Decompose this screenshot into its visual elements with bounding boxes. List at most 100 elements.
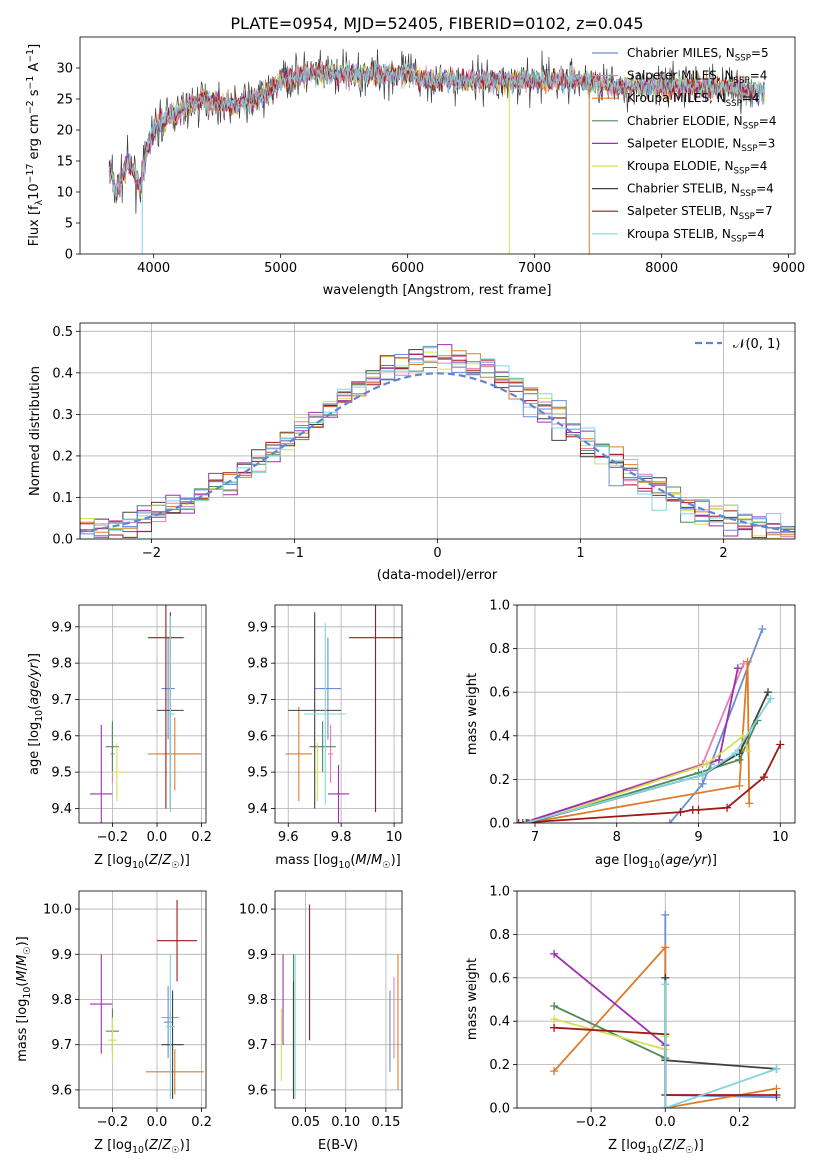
weight-vs-age-xlabel: age [log10(age/yr)]	[595, 853, 717, 871]
weight-vs-Z-marker	[661, 1104, 670, 1108]
weight-vs-Z-marker	[661, 943, 670, 952]
weight-vs-age-marker	[731, 749, 740, 758]
mass-vs-Z-ytick-label: 9.6	[51, 1083, 72, 1098]
normal-legend-label: 𝒩(0, 1)	[733, 337, 780, 352]
weight-vs-age-frame	[516, 604, 796, 824]
histogram-series-8	[80, 357, 795, 539]
legend-entry-4: Salpeter ELODIE, NSSP=3	[627, 136, 775, 154]
weight-vs-Z-marker	[661, 980, 670, 989]
weight-vs-age-marker	[676, 808, 685, 817]
mass-vs-Z-xtick-label: 0.2	[191, 1115, 212, 1130]
mass-vs-ebv-ytick-label: 9.7	[247, 1038, 268, 1053]
age-vs-Z-ylabel: age [log10(age/yr)]	[27, 653, 45, 775]
weight-vs-Z-marker	[550, 949, 559, 958]
weight-vs-age-marker	[723, 803, 732, 812]
weight-vs-age-marker	[743, 747, 752, 756]
spectrum-ytick-label: 10	[56, 186, 73, 201]
age-vs-Z-ytick-label: 9.5	[51, 766, 72, 781]
spectrum-frame	[79, 36, 796, 255]
residuals-ytick-label: 0.0	[52, 533, 73, 548]
weight-vs-Z-line-4	[553, 1018, 667, 1051]
mass-vs-Z-ylabel: mass [log10(M/M☉)]	[15, 936, 33, 1062]
residuals-ytick-label: 0.3	[52, 408, 73, 423]
weight-vs-age-marker	[521, 819, 530, 823]
age-vs-mass-xtick-label: 9.8	[331, 830, 352, 845]
legend-entry-3: Chabrier ELODIE, NSSP=4	[627, 114, 776, 132]
spectrum-xtick-label: 5000	[264, 261, 297, 276]
mass-vs-Z-xlabel: Z [log10(Z/Z☉)]	[94, 1138, 190, 1156]
spectrum-ytick-label: 5	[65, 217, 73, 232]
age-vs-mass-axes: 9.6 9.8 10 9.4 9.5 9.6 9.7 9.8 9.9	[247, 605, 402, 845]
weight-vs-age-marker	[733, 664, 742, 673]
spectrum-ytick-label: 15	[56, 155, 73, 170]
weight-vs-Z-marker	[550, 1067, 559, 1076]
weight-vs-age-line-2	[526, 661, 751, 823]
age-vs-mass-frame	[274, 604, 403, 824]
residuals-frame	[79, 322, 796, 540]
weight-vs-Z-marker	[772, 1064, 781, 1073]
spectrum-series-8	[108, 63, 765, 198]
mass-vs-ebv-xtick-label: 0.15	[371, 1115, 400, 1130]
spectrum-ytick-label: 20	[56, 124, 73, 139]
weight-vs-age-ytick-label: 0.6	[489, 686, 510, 701]
weight-vs-age-marker	[517, 819, 523, 823]
weight-vs-age-marker	[698, 779, 707, 788]
histogram-series-0	[80, 345, 795, 539]
mass-vs-Z-frame	[78, 890, 207, 1109]
mass-vs-ebv-points	[280, 904, 399, 1099]
legend-entry-2: Kroupa MILES, NSSP=4	[627, 91, 760, 109]
weight-vs-age-line-8	[524, 698, 772, 823]
weight-vs-age-marker	[715, 755, 723, 764]
age-vs-mass-points	[285, 605, 402, 823]
age-vs-mass-ytick-label: 9.4	[247, 802, 268, 817]
age-vs-mass-ytick-label: 9.9	[247, 620, 268, 635]
weight-vs-age-line-5	[530, 734, 749, 823]
residuals-xtick-label: 1	[576, 546, 584, 561]
weight-vs-age-marker	[698, 771, 707, 779]
weight-vs-age-ytick-label: 0.8	[489, 642, 510, 657]
mass-vs-Z-xtick-label: 0.0	[147, 1115, 168, 1130]
mass-vs-ebv-axes: 0.05 0.10 0.15 9.6 9.7 9.8 9.9 10.0	[239, 891, 402, 1130]
mass-vs-ebv-ytick-label: 9.6	[247, 1083, 268, 1098]
weight-vs-Z-line-0	[664, 914, 777, 1099]
weight-vs-Z-ytick-label: 0.2	[489, 1058, 510, 1073]
legend-entry-7: Salpeter STELIB, NSSP=7	[627, 204, 773, 222]
mass-vs-Z-ytick-label: 9.8	[51, 993, 72, 1008]
spectrum-lines	[108, 48, 765, 254]
weight-vs-age-line-4	[522, 668, 739, 823]
weight-vs-age-marker	[743, 657, 752, 666]
residuals-ylabel: Normed distribution	[28, 366, 43, 496]
weight-vs-Z-ylabel: mass weight	[465, 958, 480, 1040]
mass-vs-ebv-xtick-label: 0.05	[291, 1115, 320, 1130]
residuals-xlabel: (data-model)/error	[377, 568, 498, 583]
weight-vs-age-marker	[766, 694, 775, 703]
age-vs-Z-ytick-label: 9.8	[51, 657, 72, 672]
weight-vs-age-marker	[735, 781, 744, 790]
weight-vs-age-marker	[665, 819, 674, 823]
weight-vs-age-xtick-label: 8	[613, 830, 621, 845]
weight-vs-age-marker	[702, 760, 711, 769]
spectrum-axes: 4000 5000 6000 7000 8000 9000 0 5 10 15 20 25 30	[56, 62, 805, 277]
spectrum-legend: Chabrier MILES, NSSP=5 Salpeter MILES, NS…	[592, 46, 776, 244]
age-vs-Z-axes: −0.2 0.0 0.2 9.4 9.5 9.6 9.7 9.8 9.9	[51, 605, 212, 845]
age-vs-Z-ytick-label: 9.4	[51, 802, 72, 817]
legend-entry-6: Chabrier STELIB, NSSP=4	[627, 182, 774, 200]
spectrum-ytick-label: 25	[56, 93, 73, 108]
mass-vs-ebv-ytick-label: 9.9	[247, 948, 268, 963]
age-vs-mass-ytick-label: 9.7	[247, 693, 268, 708]
weight-vs-Z-marker	[661, 910, 670, 919]
weight-vs-age-line-0	[669, 628, 764, 823]
weight-vs-age-ytick-label: 0.0	[489, 817, 510, 832]
age-vs-Z-frame	[78, 604, 207, 824]
normal-curve	[80, 372, 795, 533]
weight-vs-Z-xtick-label: 0.0	[655, 1115, 676, 1130]
weight-vs-age-marker	[759, 773, 768, 782]
weight-vs-Z-marker	[550, 1023, 559, 1032]
age-vs-Z-ytick-label: 9.6	[51, 729, 72, 744]
weight-vs-Z-line-7	[664, 984, 777, 1108]
residuals-ytick-label: 0.5	[52, 325, 73, 340]
spectrum-ylabel: Flux [fλ10−17 erg cm−2 s−1 A−1]	[25, 44, 45, 246]
age-vs-Z-xlabel: Z [log10(Z/Z☉)]	[94, 853, 190, 871]
spectrum-ytick-label: 0	[65, 248, 73, 263]
